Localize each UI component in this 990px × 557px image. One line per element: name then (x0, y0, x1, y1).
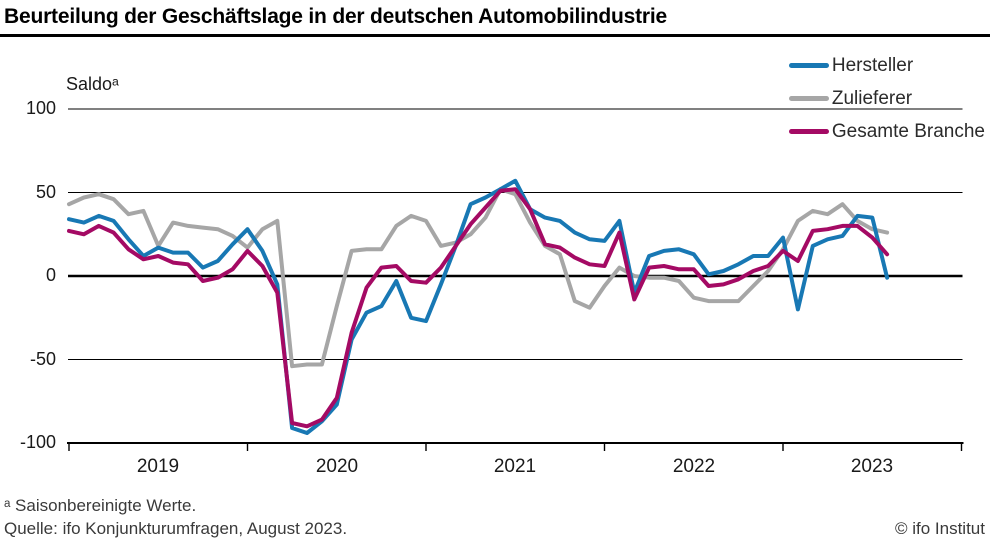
legend-label-zulieferer: Zulieferer (831, 87, 913, 109)
source-text: Quelle: ifo Konjunkturumfragen, August 2… (4, 519, 348, 538)
legend-item-zulieferer: Zulieferer (788, 82, 985, 115)
series-line-gesamte-branche (67, 187, 890, 429)
legend: Hersteller Zulieferer Gesamte Branche (788, 49, 985, 148)
footnote-text: ᵃ Saisonbereinigte Werte. (4, 496, 197, 515)
series-line-zulieferer (67, 187, 890, 369)
y-tick-50: 50 (35, 182, 56, 202)
copyright-text: © ifo Institut (894, 519, 985, 538)
y-tick-minus100: -100 (19, 432, 56, 452)
chart-title: Beurteilung der Geschäftslage in der deu… (4, 5, 667, 28)
x-tick-2022: 2022 (672, 456, 716, 477)
legend-item-gesamte-branche: Gesamte Branche (788, 115, 985, 148)
legend-swatch-gesamte-branche (788, 129, 829, 134)
y-tick-100: 100 (25, 98, 56, 118)
title-divider (0, 34, 990, 37)
legend-label-hersteller: Hersteller (831, 54, 914, 76)
x-tick-2023: 2023 (850, 456, 894, 477)
legend-label-gesamte-branche: Gesamte Branche (831, 120, 985, 142)
y-tick-minus50: -50 (29, 349, 56, 369)
x-tick-2019: 2019 (136, 456, 180, 477)
legend-swatch-zulieferer (788, 96, 829, 101)
x-tick-2021: 2021 (493, 456, 537, 477)
legend-swatch-hersteller (788, 63, 829, 68)
series-line-hersteller (67, 178, 890, 435)
x-tick-2020: 2020 (315, 456, 359, 477)
y-axis-unit-label: Saldoᵃ (66, 74, 119, 94)
y-tick-0: 0 (45, 265, 56, 285)
legend-item-hersteller: Hersteller (788, 49, 985, 82)
